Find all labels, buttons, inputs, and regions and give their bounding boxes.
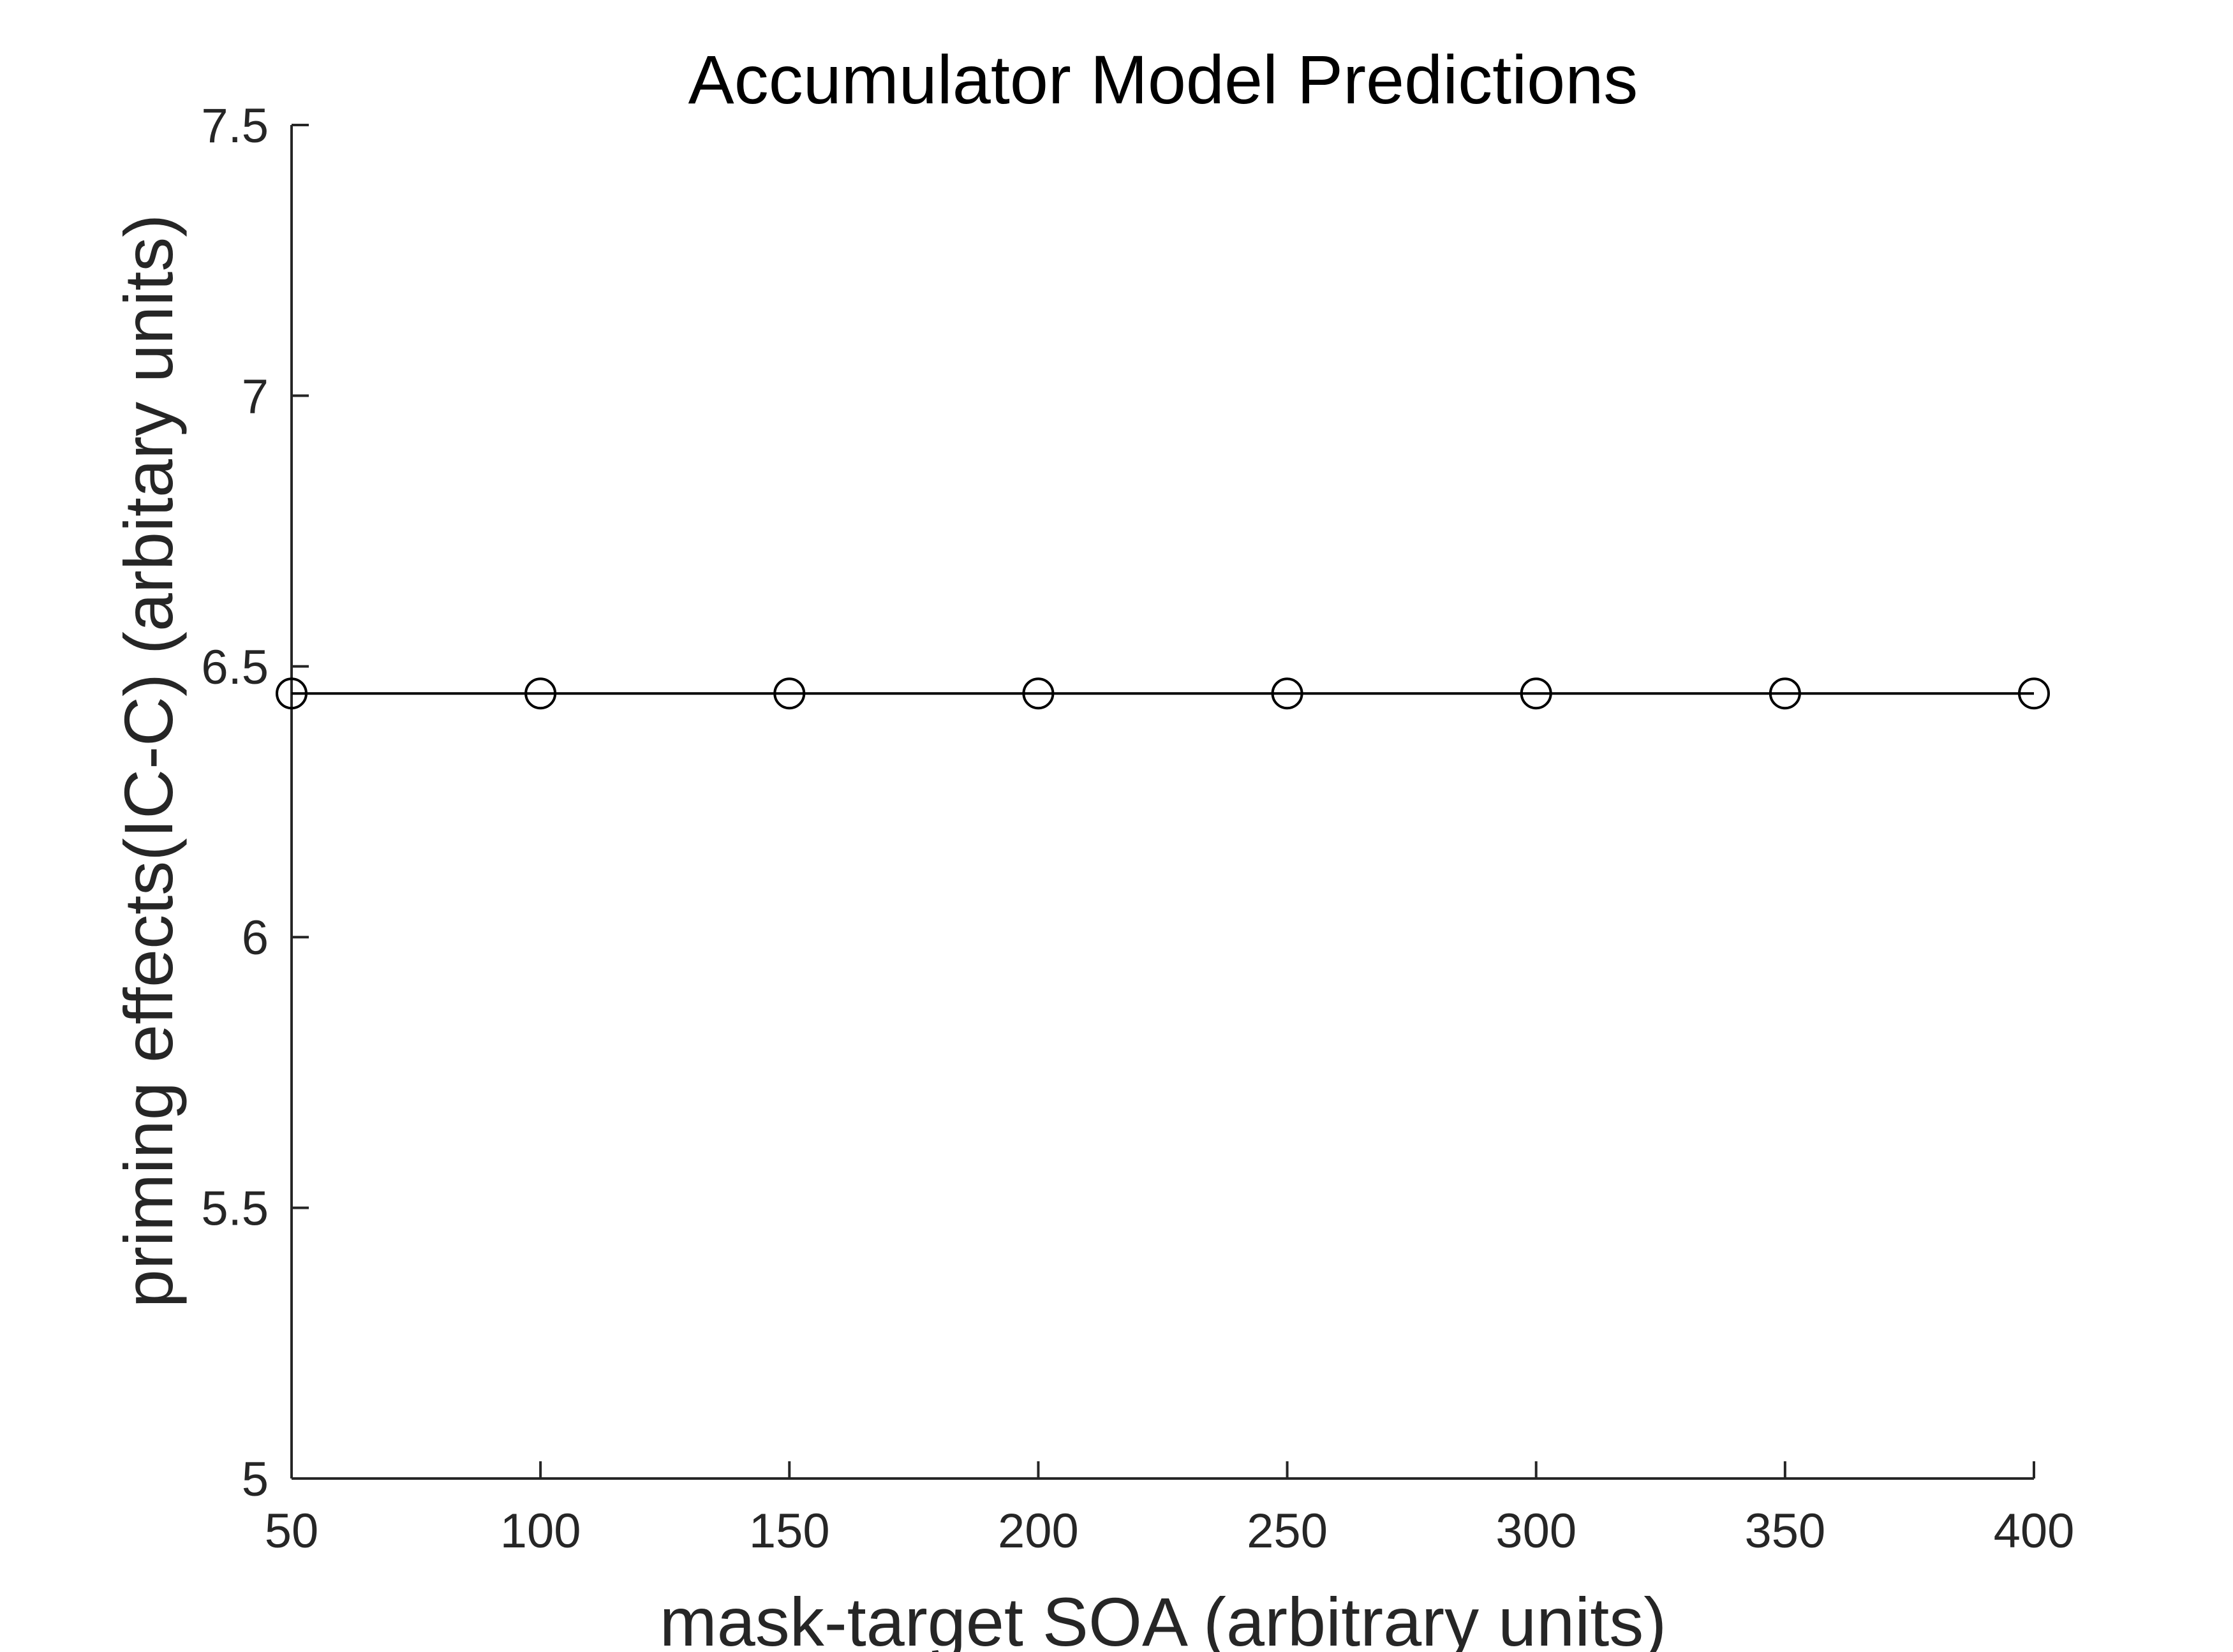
data-point [1022, 677, 1055, 710]
x-tick-label: 50 [265, 1504, 319, 1558]
x-tick-label: 400 [1994, 1504, 2075, 1558]
data-point [773, 677, 806, 710]
y-tick-label: 6 [242, 911, 269, 965]
y-tick-label: 7.5 [201, 99, 269, 153]
series-group [276, 677, 2050, 710]
y-tick-label: 7 [242, 369, 269, 424]
data-point [276, 677, 308, 710]
x-ticks: 50 100 150 200 250 300 350 400 [265, 1461, 2075, 1558]
x-tick-label: 150 [749, 1504, 830, 1558]
y-axis-title: priming effects(IC-C) (arbitary units) [110, 214, 187, 1308]
data-point [524, 677, 557, 710]
data-point [1520, 677, 1552, 710]
axes [290, 125, 2034, 1480]
y-tick-label: 5.5 [201, 1182, 269, 1236]
x-tick-label: 200 [998, 1504, 1079, 1558]
data-point [2018, 677, 2050, 710]
y-ticks: 5 5.5 6 6.5 7 7.5 [201, 99, 309, 1507]
chart-title: Accumulator Model Predictions [688, 41, 1638, 118]
x-axis-title: mask-target SOA (arbitrary units) [660, 1583, 1666, 1652]
y-tick-label: 6.5 [201, 640, 269, 695]
data-point [1271, 677, 1303, 710]
x-tick-label: 300 [1495, 1504, 1576, 1558]
data-point [1769, 677, 1801, 710]
x-tick-label: 350 [1744, 1504, 1825, 1558]
y-tick-label: 5 [242, 1452, 269, 1507]
x-tick-label: 250 [1247, 1504, 1328, 1558]
x-tick-label: 100 [500, 1504, 581, 1558]
